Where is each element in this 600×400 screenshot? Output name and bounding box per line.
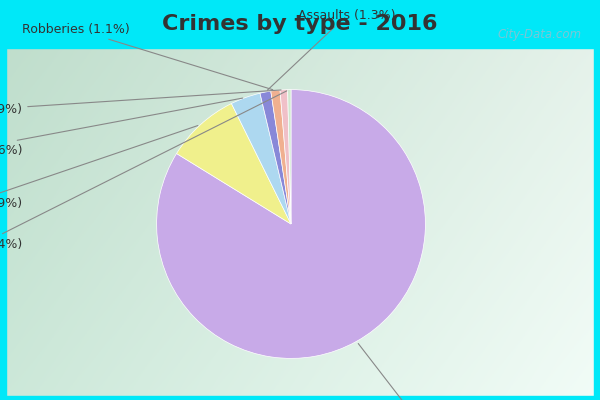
Text: Arson (0.4%): Arson (0.4%) <box>0 91 287 251</box>
Bar <box>0 396 600 400</box>
Text: Crimes by type - 2016: Crimes by type - 2016 <box>162 14 438 34</box>
Wedge shape <box>232 93 291 224</box>
Wedge shape <box>271 90 291 224</box>
Text: Auto thefts (3.6%): Auto thefts (3.6%) <box>0 98 242 156</box>
Text: Rapes (0.9%): Rapes (0.9%) <box>0 90 281 116</box>
Bar <box>594 48 600 400</box>
Bar <box>0 48 6 400</box>
Wedge shape <box>157 90 425 358</box>
Text: City-Data.com: City-Data.com <box>498 28 582 41</box>
Text: Assaults (1.3%): Assaults (1.3%) <box>268 9 395 90</box>
Text: Burglaries (8.9%): Burglaries (8.9%) <box>0 126 198 210</box>
Wedge shape <box>260 91 291 224</box>
Wedge shape <box>176 104 291 224</box>
Wedge shape <box>280 90 291 224</box>
Text: Thefts (83.7%): Thefts (83.7%) <box>358 344 458 400</box>
Wedge shape <box>287 90 291 224</box>
Text: Robberies (1.1%): Robberies (1.1%) <box>22 23 273 90</box>
Bar <box>0 0 600 48</box>
